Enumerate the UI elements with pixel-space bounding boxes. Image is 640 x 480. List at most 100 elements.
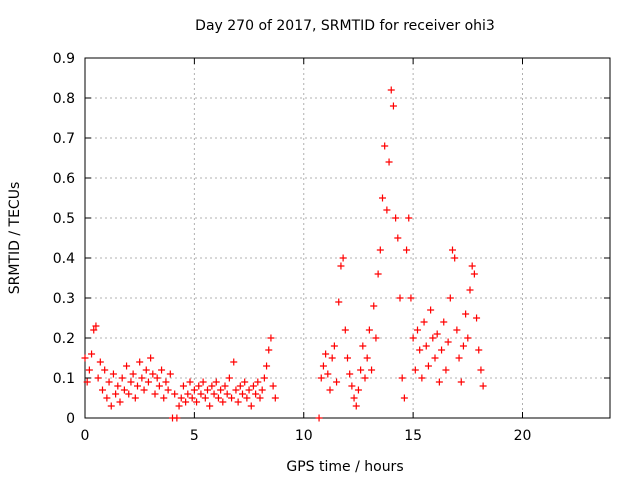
chart-title: Day 270 of 2017, SRMTID for receiver ohi… (195, 18, 495, 34)
data-point (368, 366, 376, 374)
data-point (352, 402, 360, 410)
data-point (197, 390, 205, 398)
data-point (160, 394, 168, 402)
data-point (389, 102, 397, 110)
data-point (372, 334, 380, 342)
data-point (267, 334, 275, 342)
data-point (455, 354, 463, 362)
data-point (400, 394, 408, 402)
data-point (155, 382, 163, 390)
data-point (184, 390, 192, 398)
data-point (330, 342, 338, 350)
data-point (151, 390, 159, 398)
data-point (188, 394, 196, 402)
data-point (193, 398, 201, 406)
data-point (88, 350, 96, 358)
data-point (337, 262, 345, 270)
data-point (212, 378, 220, 386)
y-tick-label: 0.7 (53, 131, 75, 147)
data-point (431, 354, 439, 362)
data-point (409, 334, 417, 342)
data-point (236, 382, 244, 390)
data-point (376, 246, 384, 254)
data-point (464, 334, 472, 342)
data-point (114, 382, 122, 390)
data-point (405, 214, 413, 222)
data-point (477, 366, 485, 374)
data-point (473, 314, 481, 322)
data-point (153, 374, 161, 382)
data-point (247, 402, 255, 410)
data-point (219, 398, 227, 406)
data-point (444, 338, 452, 346)
data-point (252, 390, 260, 398)
data-point (85, 366, 93, 374)
data-point (348, 382, 356, 390)
data-point (190, 386, 198, 394)
data-point (83, 378, 91, 386)
data-point (475, 346, 483, 354)
data-point (179, 382, 187, 390)
data-point (451, 254, 459, 262)
data-point (90, 326, 98, 334)
data-point (459, 342, 467, 350)
data-point (138, 374, 146, 382)
data-point (470, 270, 478, 278)
data-point (433, 330, 441, 338)
data-point (269, 382, 277, 390)
data-point (120, 386, 128, 394)
data-point (344, 354, 351, 362)
data-point (341, 326, 349, 334)
data-point (438, 346, 446, 354)
y-tick-label: 0.3 (53, 291, 75, 307)
data-point (94, 374, 102, 382)
y-axis-label: SRMTID / TECUs (7, 182, 23, 295)
data-point (271, 394, 279, 402)
data-point (258, 386, 266, 394)
x-tick-label: 15 (404, 428, 422, 444)
data-point (239, 390, 246, 398)
data-point (324, 370, 332, 378)
data-point (105, 378, 113, 386)
data-point (109, 370, 117, 378)
data-point (370, 302, 378, 310)
data-point (440, 318, 448, 326)
y-tick-label: 0.6 (53, 171, 75, 187)
x-axis-label: GPS time / hours (286, 459, 403, 475)
data-point (186, 378, 194, 386)
data-point (394, 234, 402, 242)
data-point (361, 374, 369, 382)
data-point (468, 262, 476, 270)
data-point (140, 386, 148, 394)
data-point (123, 362, 131, 370)
data-point (162, 378, 170, 386)
data-point (333, 378, 341, 386)
data-point (260, 374, 268, 382)
data-point (374, 270, 382, 278)
data-point (427, 306, 435, 314)
y-tick-label: 0.5 (53, 211, 75, 227)
data-point (201, 394, 209, 402)
data-point (462, 310, 470, 318)
data-point (357, 366, 365, 374)
data-point (381, 142, 389, 150)
x-tick-label: 0 (81, 428, 90, 444)
data-point (420, 318, 428, 326)
data-point (254, 378, 262, 386)
data-point (403, 246, 411, 254)
data-point (392, 214, 400, 222)
data-point (101, 366, 109, 374)
data-point (435, 378, 443, 386)
data-point (365, 326, 373, 334)
data-point (315, 414, 323, 422)
series-srmtid (81, 86, 487, 422)
data-point (407, 294, 415, 302)
data-point (147, 354, 155, 362)
data-point (243, 394, 251, 402)
data-point (175, 402, 183, 410)
data-point (228, 394, 236, 402)
data-point (131, 394, 139, 402)
data-point (398, 374, 406, 382)
y-tick-label: 0.8 (53, 91, 75, 107)
